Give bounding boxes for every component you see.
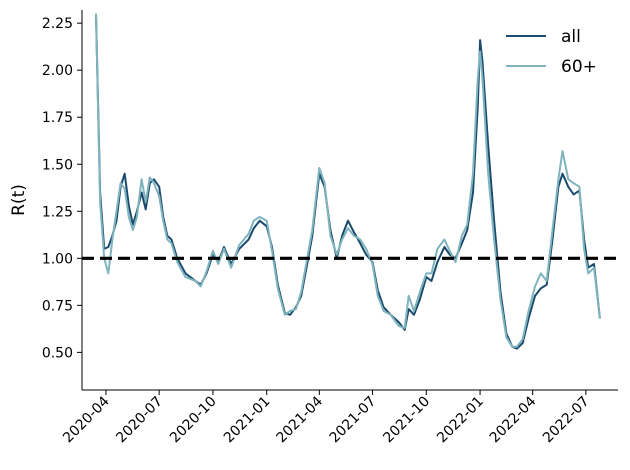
legend-label: 60+ bbox=[561, 57, 597, 77]
y-tick-label: 1.50 bbox=[42, 157, 73, 173]
x-tick-label: 2021-04 bbox=[273, 393, 326, 446]
y-tick-label: 2.25 bbox=[42, 16, 73, 32]
x-tick-label: 2021-01 bbox=[221, 394, 274, 447]
x-tick-label: 2020-04 bbox=[60, 393, 113, 446]
legend-label: all bbox=[561, 27, 581, 47]
x-tick-label: 2022-07 bbox=[540, 394, 593, 447]
x-tick-label: 2022-04 bbox=[487, 393, 540, 446]
x-tick-label: 2020-07 bbox=[113, 394, 166, 447]
x-tick-label: 2021-10 bbox=[380, 394, 433, 447]
x-tick-label: 2021-07 bbox=[327, 394, 380, 447]
x-tick-label: 2022-01 bbox=[434, 394, 487, 447]
x-ticks: 2020-04 2020-07 2020-10 2021-01 2021-04 2021-… bbox=[60, 390, 593, 446]
series-line-all bbox=[95, 13, 601, 350]
series-layer bbox=[95, 13, 601, 350]
y-tick-label: 0.75 bbox=[42, 298, 73, 314]
y-tick-label: 1.00 bbox=[42, 251, 73, 267]
y-axis-title: R(t) bbox=[9, 184, 29, 216]
y-tick-label: 1.25 bbox=[42, 204, 73, 220]
y-ticks: 0.50 0.75 1.00 1.25 1.50 1.75 2.00 2.25 bbox=[42, 16, 82, 361]
x-tick-label: 2020-10 bbox=[167, 394, 220, 447]
y-tick-label: 1.75 bbox=[42, 110, 73, 126]
y-tick-label: 0.50 bbox=[42, 345, 73, 361]
y-tick-label: 2.00 bbox=[42, 63, 73, 79]
series-line-sixty-plus bbox=[95, 13, 601, 348]
legend: all 60+ bbox=[506, 27, 597, 77]
